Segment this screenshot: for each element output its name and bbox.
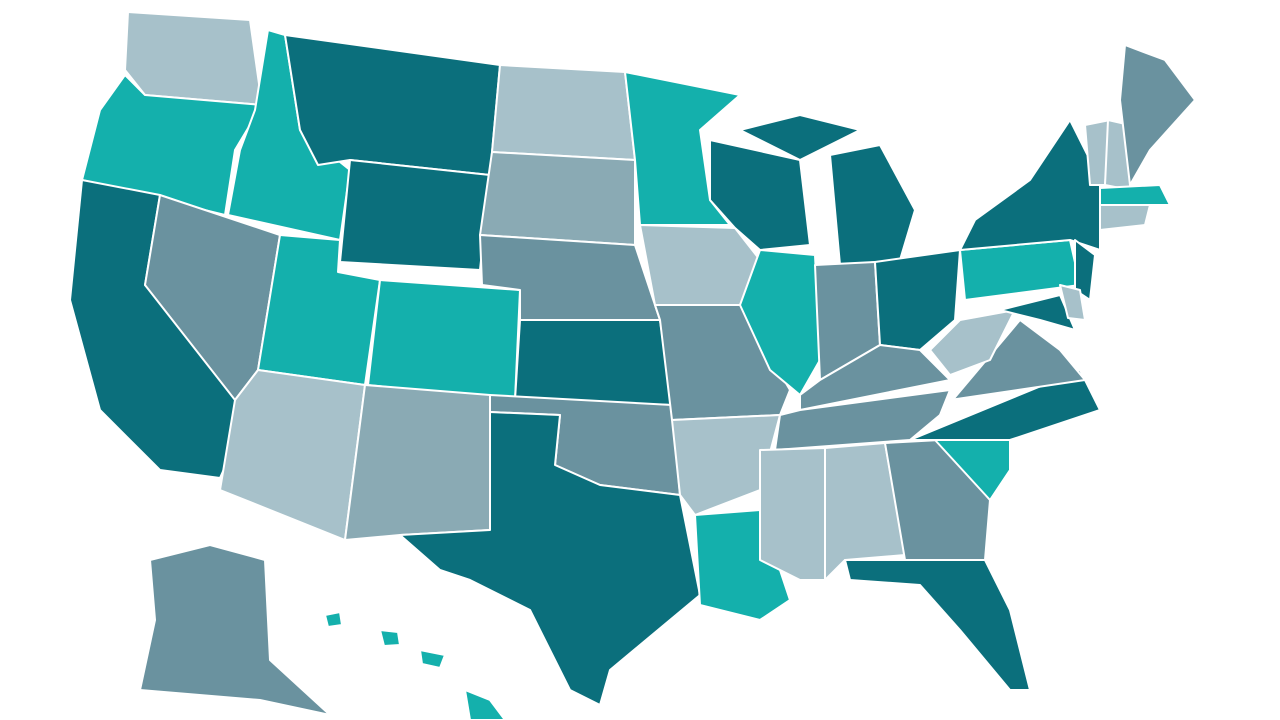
state (124, 11, 263, 106)
state (339, 159, 491, 271)
states (69, 11, 1196, 720)
state (81, 74, 263, 216)
state (844, 559, 1031, 691)
state (1059, 284, 1086, 321)
state (491, 64, 636, 161)
state (959, 119, 1101, 251)
state (399, 411, 701, 706)
state (344, 384, 491, 541)
state (514, 319, 673, 406)
state (639, 224, 761, 306)
state (829, 144, 916, 266)
state (379, 629, 401, 647)
state (939, 319, 1086, 416)
state (759, 447, 826, 581)
state (739, 114, 861, 161)
state (479, 151, 636, 246)
state (367, 279, 521, 401)
state (1099, 184, 1171, 206)
state (999, 294, 1076, 331)
state (219, 369, 366, 541)
state (324, 611, 343, 628)
state (929, 309, 1016, 376)
state (1119, 44, 1196, 186)
state (824, 442, 906, 581)
state (419, 649, 446, 669)
state (1074, 239, 1096, 301)
state (464, 689, 506, 720)
state (139, 544, 331, 716)
state (874, 249, 961, 351)
state (284, 34, 501, 176)
state (1099, 204, 1151, 231)
state (671, 414, 781, 516)
